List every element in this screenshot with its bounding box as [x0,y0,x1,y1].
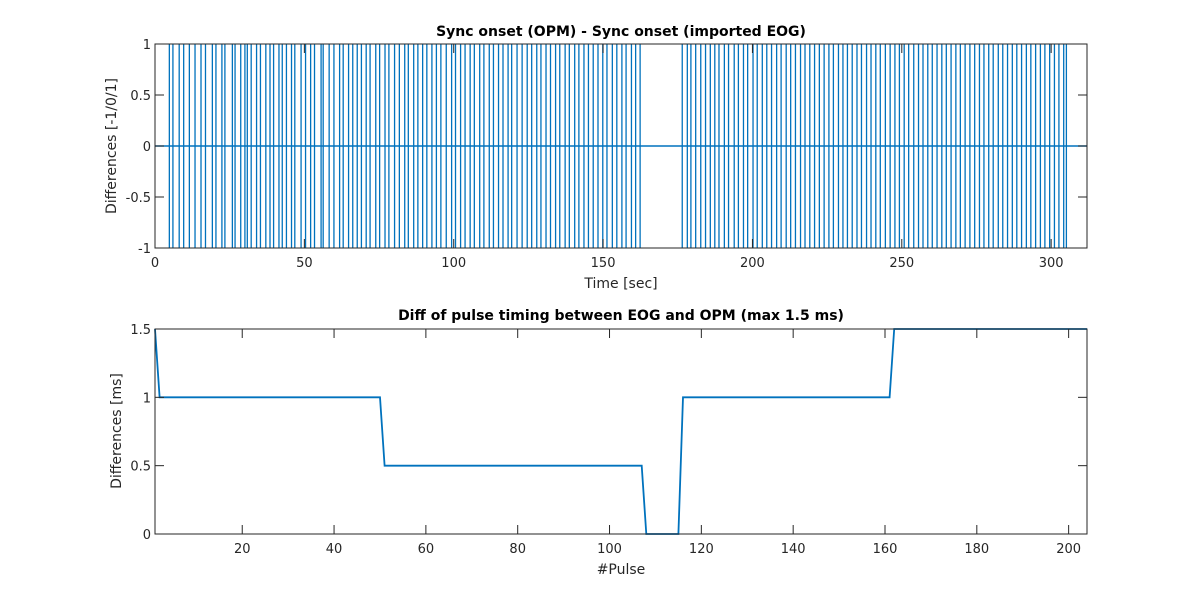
bottom-x-tick-label: 40 [326,542,343,557]
bottom-x-tick-label: 100 [597,542,622,557]
bottom-x-tick-label: 180 [964,542,989,557]
top-chart-title: Sync onset (OPM) - Sync onset (imported … [436,24,806,40]
top-x-tick-label: 250 [889,256,914,271]
bottom-chart-title: Diff of pulse timing between EOG and OPM… [398,308,844,324]
bottom-x-tick-label: 200 [1056,542,1081,557]
bottom-y-tick-label: 1 [143,391,151,406]
top-y-tick-label: 0 [143,140,151,155]
bottom-y-axis-label: Differences [ms] [109,373,125,489]
bottom-plot-area [155,329,1087,534]
top-y-tick-label: 0.5 [130,89,151,104]
top-data-series [155,44,1087,248]
bottom-x-tick-label: 140 [781,542,806,557]
bottom-y-tick-label: 0 [143,528,151,543]
top-y-tick-label: -1 [138,242,151,257]
bottom-axes-box [154,328,1088,535]
top-x-tick-label: 200 [740,256,765,271]
bottom-y-axis-ticks: 0 0.5 1 1.5 [130,323,1087,543]
top-x-tick-label: 100 [441,256,466,271]
bottom-y-tick-label: 0.5 [130,460,151,475]
top-x-axis-ticks: 0 50 100 150 200 250 300 [151,44,1064,271]
top-x-tick-label: 50 [296,256,313,271]
top-axes-box [154,43,1088,249]
top-x-tick-label: 300 [1039,256,1064,271]
top-x-axis-label: Time [sec] [583,276,657,292]
top-x-tick-label: 150 [591,256,616,271]
bottom-chart: Diff of pulse timing between EOG and OPM… [109,308,1088,578]
top-chart: Sync onset (OPM) - Sync onset (imported … [104,24,1088,292]
top-y-axis-label: Differences [-1/0/1] [104,78,120,214]
top-y-tick-label: -0.5 [126,191,151,206]
top-x-tick-label: 0 [151,256,159,271]
bottom-y-tick-label: 1.5 [130,323,151,338]
top-y-tick-label: 1 [143,38,151,53]
bottom-x-tick-label: 80 [509,542,526,557]
bottom-x-tick-label: 20 [234,542,251,557]
bottom-x-axis-label: #Pulse [597,562,646,578]
bottom-x-tick-label: 160 [873,542,898,557]
bottom-x-tick-label: 60 [418,542,435,557]
bottom-x-axis-ticks: 20 40 60 80 100 120 140 160 180 200 [234,329,1081,557]
bottom-x-tick-label: 120 [689,542,714,557]
